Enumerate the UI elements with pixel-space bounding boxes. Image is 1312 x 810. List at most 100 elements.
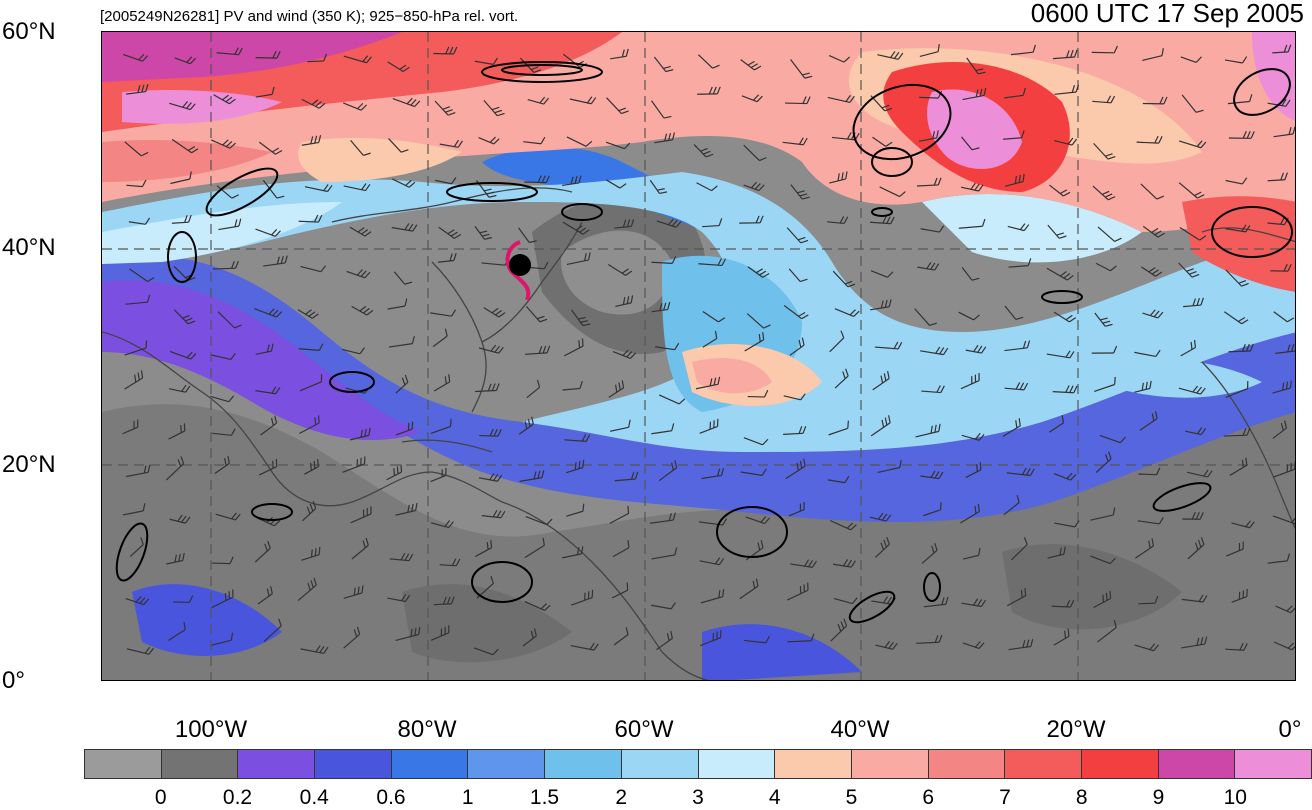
wind-barb (343, 626, 361, 649)
wind-barb (1134, 349, 1161, 358)
wind-barb (1224, 56, 1248, 64)
wind-barb (651, 100, 672, 119)
wind-barb (210, 139, 236, 149)
wind-barb (126, 84, 149, 95)
wind-barb (562, 381, 583, 391)
wind-barb (1223, 427, 1251, 437)
wind-barb (1225, 269, 1249, 287)
coastlines (102, 187, 1295, 680)
wind-barb (255, 50, 281, 59)
wind-barb (518, 416, 534, 435)
wind-barb (1051, 599, 1075, 608)
wind-barb (1047, 224, 1067, 239)
wind-barb (437, 253, 457, 263)
wind-barb (700, 630, 722, 647)
wind-barb (1093, 590, 1112, 609)
wind-barb (701, 467, 725, 480)
colorbar-label: 4 (768, 786, 781, 809)
wind-barb (432, 328, 448, 348)
wind-barb (1093, 142, 1116, 160)
wind-barb (829, 519, 857, 531)
wind-barb (525, 516, 553, 526)
wind-barb (1052, 385, 1078, 394)
wind-barb (1054, 137, 1078, 146)
wind-barb (1226, 541, 1244, 557)
wind-barb (745, 516, 771, 525)
wind-barb (1224, 311, 1249, 325)
wind-barb (430, 520, 454, 529)
wind-barb (1134, 643, 1160, 652)
wind-barb (211, 632, 234, 646)
wind-barb (1225, 224, 1251, 233)
chart-title: [2005249N26281] PV and wind (350 K); 925… (100, 8, 519, 25)
wind-barb (870, 415, 891, 437)
wind-barb (961, 598, 987, 608)
wind-barb (743, 144, 767, 162)
wind-barb (1092, 185, 1116, 201)
wind-barb (916, 634, 943, 644)
wind-barb (1231, 520, 1255, 529)
colorbar-box (85, 750, 162, 778)
wind-barb (474, 226, 493, 240)
wind-barb (1010, 44, 1036, 56)
wind-barb (1142, 96, 1168, 105)
colorbar-box (161, 750, 239, 778)
wind-barb (654, 132, 676, 144)
wind-barb (1008, 258, 1032, 268)
wind-barb (171, 214, 192, 224)
wind-barb (1141, 266, 1163, 277)
wind-barb (1052, 49, 1078, 60)
wind-barb (124, 141, 149, 157)
wind-barb (1272, 380, 1292, 394)
wind-barb (608, 263, 633, 276)
wind-barb (1142, 225, 1165, 238)
wind-barb (917, 261, 940, 271)
wind-barb (524, 537, 545, 559)
wind-barb (395, 502, 418, 516)
wind-barb (741, 94, 763, 103)
wind-barb (434, 100, 456, 116)
wind-barb (1046, 350, 1075, 359)
wind-barb (608, 380, 625, 398)
wind-barb (395, 626, 421, 642)
wind-barb (1004, 340, 1031, 352)
wind-barb (255, 86, 275, 98)
wind-barb (350, 140, 371, 156)
wind-barb (212, 556, 234, 565)
wind-barb (129, 537, 144, 557)
wind-barb (263, 255, 288, 267)
wind-barb (387, 594, 411, 603)
wind-barb (960, 182, 984, 192)
wind-barb (790, 184, 810, 200)
wind-barb (785, 458, 806, 480)
wind-barb (211, 589, 234, 609)
wind-barb (651, 423, 675, 435)
wind-barb (1004, 382, 1029, 391)
wind-barb (651, 256, 677, 264)
wind-barb (1180, 56, 1202, 63)
wind-barb (877, 459, 902, 474)
wind-barb (478, 344, 504, 354)
wind-barb (702, 310, 726, 323)
wind-barb (430, 625, 450, 641)
colorbar-label: 0.4 (299, 786, 329, 809)
wind-barb (829, 171, 848, 184)
wind-barb (651, 602, 676, 610)
lon-label-60w: 60°W (614, 716, 674, 743)
colorbar-box (698, 750, 776, 778)
wind-barb (1094, 376, 1116, 393)
wind-barb (1002, 418, 1021, 437)
wind-barb (921, 385, 945, 394)
wind-barb (829, 330, 845, 353)
wind-barb (1006, 588, 1027, 607)
wind-barb (658, 394, 686, 405)
wind-barb (518, 227, 537, 244)
wind-barb (1183, 297, 1204, 308)
wind-barb (165, 552, 185, 565)
wind-barb (519, 470, 545, 482)
wind-barb (125, 294, 151, 305)
wind-barb (958, 218, 986, 229)
wind-barb (606, 97, 629, 115)
wind-barb (129, 268, 155, 283)
wind-barb (651, 547, 678, 560)
